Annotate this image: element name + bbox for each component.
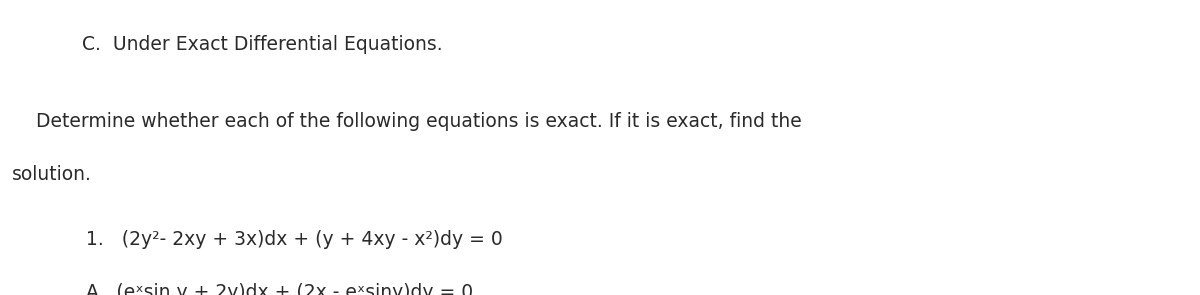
Text: C.  Under Exact Differential Equations.: C. Under Exact Differential Equations. — [82, 35, 443, 54]
Text: 1.   (2y²- 2xy + 3x)dx + (y + 4xy - x²)dy = 0: 1. (2y²- 2xy + 3x)dx + (y + 4xy - x²)dy … — [68, 230, 503, 249]
Text: A.  (eˣsin y + 2y)dx + (2x - eˣsiny)dy = 0: A. (eˣsin y + 2y)dx + (2x - eˣsiny)dy = … — [68, 283, 474, 295]
Text: Determine whether each of the following equations is exact. If it is exact, find: Determine whether each of the following … — [12, 112, 802, 131]
Text: solution.: solution. — [12, 165, 92, 184]
